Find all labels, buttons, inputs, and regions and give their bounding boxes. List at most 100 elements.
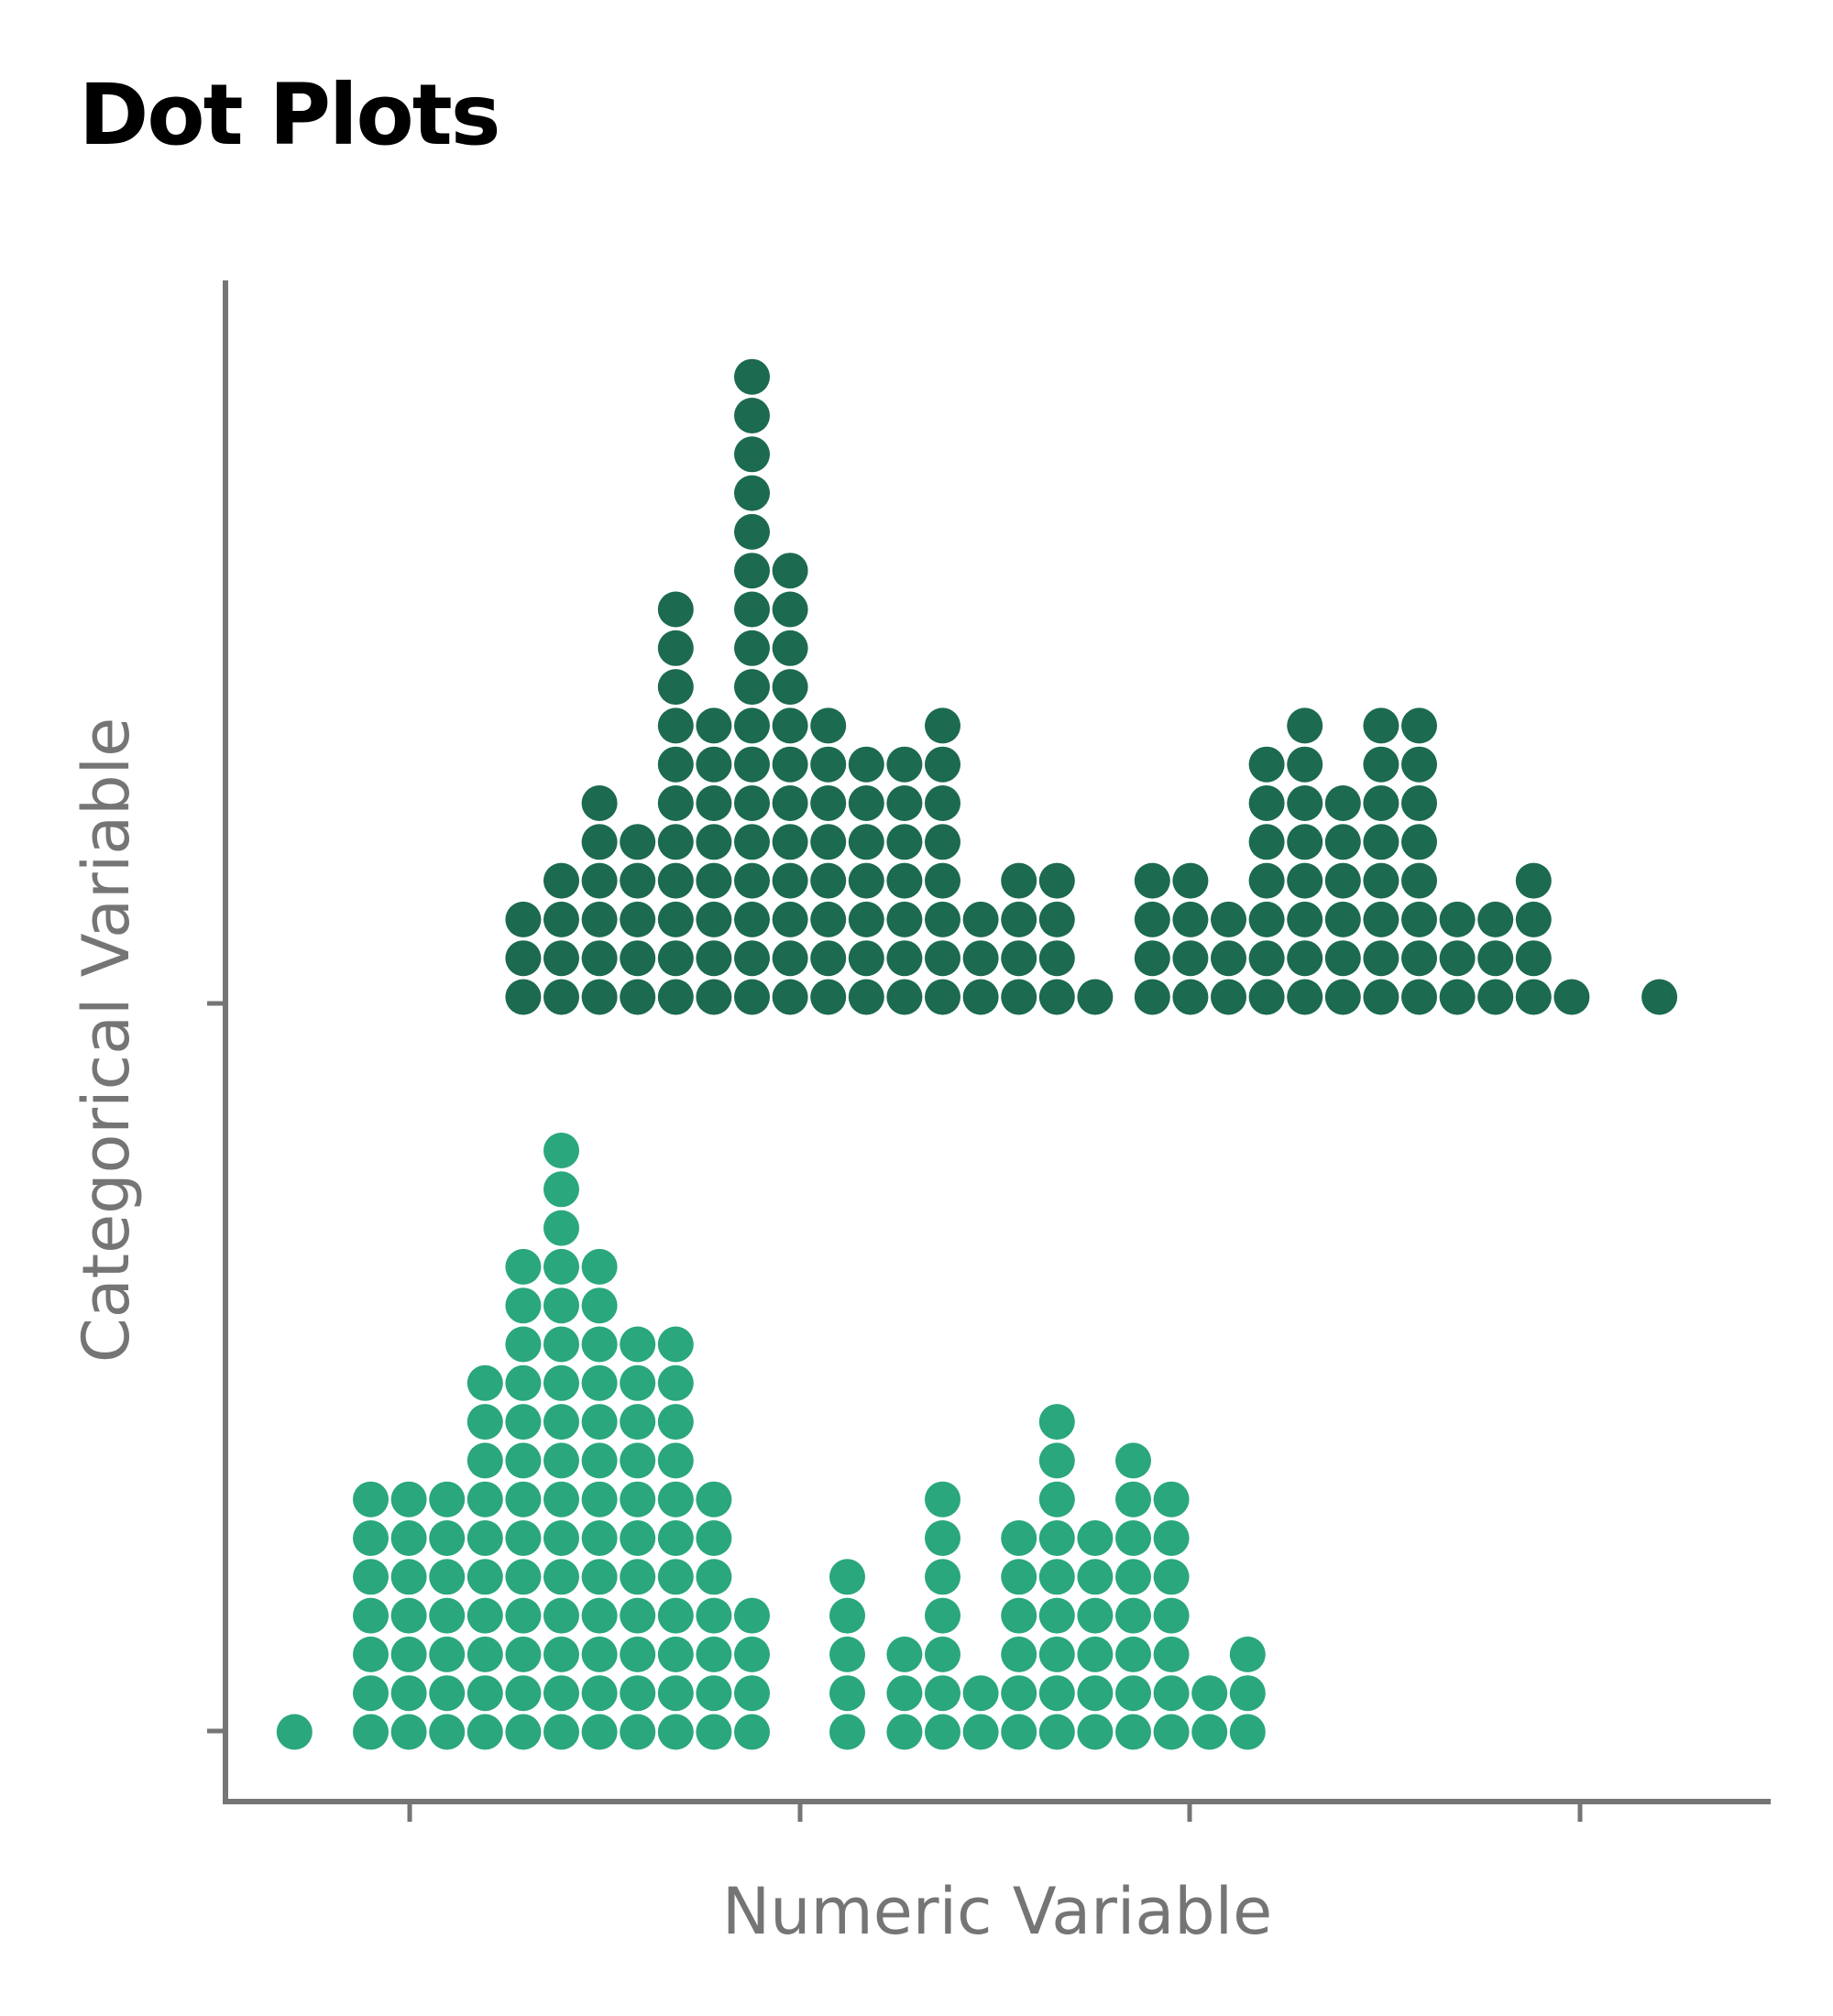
dot-group-a-col9-9 [657,1364,694,1401]
dot-group-a-col6-4 [543,1559,579,1595]
dot-group-a-col4-4 [466,1559,503,1595]
dot-group-a-col8-4 [620,1559,656,1595]
dot-group-b-col16-2 [1134,901,1170,937]
dot-group-b-col11-2 [925,901,960,937]
dot-group-a-col2-3 [390,1597,427,1634]
dot-group-a-col5-6 [505,1481,542,1517]
dot-group-b-col22-5 [1363,785,1399,821]
dot-group-b-col11-4 [925,824,960,860]
dot-group-a-col1-3 [353,1597,389,1634]
dot-group-a-col5-9 [505,1364,542,1401]
dot-group-a-col18-0 [1077,1714,1114,1750]
dot-group-b-col21-4 [1324,824,1361,860]
dot-group-b-col17-1 [1172,940,1209,977]
dot-group-a-col11-0 [734,1714,770,1750]
dot-group-b-col14-3 [1038,862,1075,899]
dot-group-a-col8-8 [620,1404,656,1441]
dot-group-a-col10-1 [696,1675,732,1712]
dot-group-a-col18-2 [1077,1636,1114,1672]
dot-group-a-col10-3 [696,1597,732,1634]
dot-group-a-col5-11 [505,1287,542,1324]
dot-group-a-col3-1 [429,1675,466,1712]
dot-group-a-col4-9 [466,1364,503,1401]
dot-group-b-col3-0 [620,979,656,1015]
dot-group-a-col7-1 [581,1675,618,1712]
dot-group-a-col9-6 [657,1481,694,1517]
dot-group-b-col14-0 [1038,979,1075,1015]
dot-group-a-col6-2 [543,1636,579,1672]
dot-group-a-col5-1 [505,1675,542,1712]
dot-group-a-col5-5 [505,1520,542,1556]
dot-group-b-col7-9 [772,630,808,666]
dot-group-b-col6-3 [734,862,770,899]
dot-group-a-col9-1 [657,1675,694,1712]
dot-group-b-col5-0 [696,979,732,1015]
dot-group-a-col6-5 [543,1520,579,1556]
dot-group-b-col21-1 [1324,940,1361,977]
dot-group-b-col9-6 [848,746,884,783]
dot-group-b-col13-3 [1001,862,1037,899]
dot-group-b-col23-0 [1401,979,1437,1015]
dot-group-b-col4-7 [657,707,694,744]
dot-group-b-col3-1 [620,940,656,977]
dot-group-a-col9-7 [657,1442,694,1479]
dot-group-b-col6-4 [734,824,770,860]
dot-group-b-col4-6 [657,746,694,783]
dot-group-b-col9-4 [848,824,884,860]
dot-group-a-col12-1 [829,1675,865,1712]
dot-group-a-col2-6 [390,1481,427,1517]
dot-group-a-col8-9 [620,1364,656,1401]
dot-group-a-col13-2 [886,1636,923,1672]
dot-group-a-col7-4 [581,1559,618,1595]
dot-group-b-col5-7 [696,707,732,744]
dot-group-a-col5-12 [505,1248,542,1285]
dot-group-b-col3-2 [620,901,656,937]
dot-group-b-col4-1 [657,940,694,977]
dot-group-a-col1-6 [353,1481,389,1517]
dot-group-a-col6-13 [543,1210,579,1246]
dot-group-b-col19-2 [1248,901,1285,937]
dot-group-a-col9-2 [657,1636,694,1672]
dot-group-b-col8-4 [810,824,847,860]
dot-group-a-col7-6 [581,1481,618,1517]
dot-group-a-col6-7 [543,1442,579,1479]
dot-group-b-col1-2 [543,901,579,937]
dot-group-b-col10-2 [886,901,923,937]
dot-group-a-col5-10 [505,1326,542,1363]
dot-group-a-col8-3 [620,1597,656,1634]
dot-group-b-col6-5 [734,785,770,821]
dot-group-a-col17-1 [1038,1675,1075,1712]
dot-group-a-col5-4 [505,1559,542,1595]
dot-group-a-col4-1 [466,1675,503,1712]
dot-group-a-col3-0 [429,1714,466,1750]
dot-group-b-col20-6 [1287,746,1323,783]
dot-group-b-col26-2 [1515,901,1552,937]
dot-group-b-col24-1 [1439,940,1476,977]
dot-group-b-col8-1 [810,940,847,977]
dot-group-a-col2-0 [390,1714,427,1750]
dot-group-b-col21-5 [1324,785,1361,821]
dot-group-b-col11-0 [925,979,960,1015]
dot-group-b-col17-2 [1172,901,1209,937]
dot-group-b-col19-1 [1248,940,1285,977]
dot-group-b-col6-0 [734,979,770,1015]
dot-group-b-col5-6 [696,746,732,783]
dot-group-a-col1-2 [353,1636,389,1672]
dot-group-a-col14-2 [925,1636,960,1672]
dot-group-b-col11-6 [925,746,960,783]
dot-group-a-col7-2 [581,1636,618,1672]
dot-group-a-col9-10 [657,1326,694,1363]
dot-group-a-col10-5 [696,1520,732,1556]
dot-group-b-col2-4 [581,824,618,860]
dot-group-b-col4-3 [657,862,694,899]
dot-group-b-col5-1 [696,940,732,977]
dot-group-b-col19-3 [1248,862,1285,899]
dot-group-b-col8-2 [810,901,847,937]
dot-group-a-col5-7 [505,1442,542,1479]
dot-group-a-col7-0 [581,1714,618,1750]
dot-group-a-col15-0 [962,1714,999,1750]
dot-group-a-col15-1 [962,1675,999,1712]
dot-group-b-col19-4 [1248,824,1285,860]
dot-group-b-col0-1 [505,940,542,977]
dot-group-b-col26-0 [1515,979,1552,1015]
